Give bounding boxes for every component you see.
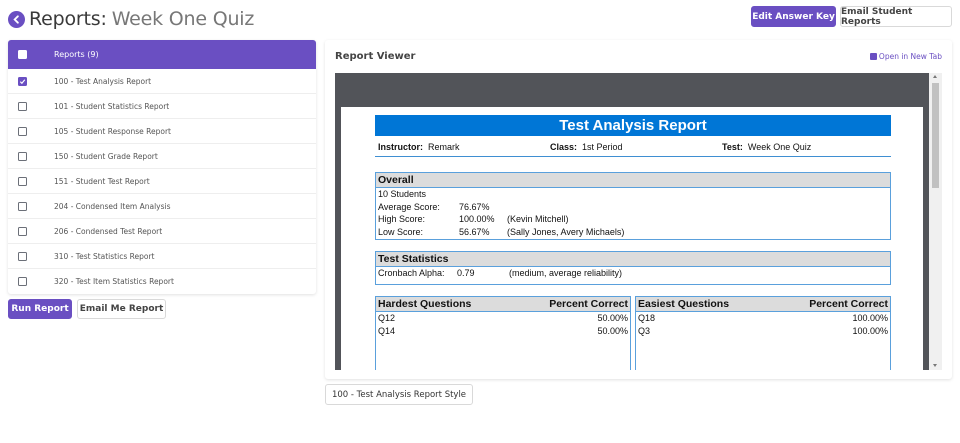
average-score-label: Average Score: [378, 201, 440, 212]
high-score-student: (Kevin Mitchell) [507, 214, 569, 224]
easiest-heading: Easiest Questions [638, 298, 730, 310]
report-list-item[interactable]: 105 - Student Response Report [8, 119, 316, 144]
test-value: Week One Quiz [747, 142, 812, 152]
test-label: Test: [722, 142, 743, 152]
checkbox[interactable] [18, 277, 27, 286]
report-style-button[interactable]: 100 - Test Analysis Report Style [325, 384, 473, 405]
report-list-item[interactable]: 100 - Test Analysis Report [8, 69, 316, 94]
open-in-new-tab-label: Open in New Tab [878, 52, 942, 61]
high-score-label: High Score: [378, 214, 426, 224]
scroll-down-icon[interactable] [933, 364, 937, 367]
report-list-item-label: 100 - Test Analysis Report [54, 76, 152, 86]
report-meta: Instructor: Remark Class: 1st Period Tes… [375, 137, 891, 157]
report-viewer-panel: Report Viewer Open in New Tab Test Analy… [325, 40, 952, 379]
report-list-header: Reports (9) [8, 40, 316, 69]
run-report-button[interactable]: Run Report [8, 299, 72, 319]
scroll-up-icon[interactable] [933, 75, 937, 78]
student-count: 10 Students [378, 189, 427, 199]
cronbach-alpha-value: 0.79 [457, 268, 475, 278]
average-score-value: 76.67% [459, 201, 490, 212]
report-list-item-label: 206 - Condensed Test Report [54, 226, 163, 236]
report-list-item-label: 320 - Test Item Statistics Report [54, 277, 174, 286]
test-statistics-section: Test Statistics Cronbach Alpha: 0.79 (me… [375, 251, 891, 285]
report-list-item[interactable]: 150 - Student Grade Report [8, 144, 316, 169]
checkbox[interactable] [18, 126, 27, 136]
cronbach-alpha-label: Cronbach Alpha: [378, 268, 445, 278]
test-statistics-heading: Test Statistics [376, 252, 890, 267]
report-list-item-label: 150 - Student Grade Report [54, 151, 158, 161]
easiest-percent-header: Percent Correct [809, 298, 888, 310]
report-list-item-label: 101 - Student Statistics Report [54, 101, 170, 111]
report-list-item[interactable]: 320 - Test Item Statistics Report [8, 269, 316, 294]
cronbach-alpha-note: (medium, average reliability) [509, 268, 623, 278]
report-list-item[interactable]: 151 - Student Test Report [8, 169, 316, 194]
high-score-value: 100.00% [459, 214, 495, 224]
report-list-count: Reports (9) [54, 50, 99, 59]
report-viewer-title: Report Viewer [335, 51, 416, 62]
overall-heading: Overall [376, 173, 890, 188]
check-icon [19, 78, 26, 84]
checkbox[interactable] [18, 151, 27, 161]
hardest-percent-header: Percent Correct [549, 298, 628, 310]
report-page: Test Analysis Report Instructor: Remark … [341, 107, 923, 370]
low-score-value: 56.67% [459, 226, 490, 237]
title-test-name: Week One Quiz [111, 8, 255, 30]
class-value: 1st Period [582, 142, 623, 152]
checkbox[interactable] [18, 101, 27, 111]
overall-section: Overall 10 Students Average Score: 76.67… [375, 172, 891, 240]
edit-answer-key-button[interactable]: Edit Answer Key [751, 6, 836, 27]
instructor-label: Instructor: [378, 142, 423, 152]
report-list-item-label: 151 - Student Test Report [54, 176, 150, 186]
report-list-item[interactable]: 206 - Condensed Test Report [8, 219, 316, 244]
hardest-heading: Hardest Questions [378, 298, 472, 310]
email-student-reports-button[interactable]: Email Student Reports [840, 6, 952, 27]
external-link-icon [869, 53, 877, 60]
email-me-report-button[interactable]: Email Me Report [77, 299, 166, 319]
select-all-checkbox[interactable] [18, 50, 27, 59]
low-score-label: Low Score: [378, 226, 424, 237]
report-list-item[interactable]: 101 - Student Statistics Report [8, 94, 316, 119]
report-list-item-label: 105 - Student Response Report [54, 126, 171, 136]
checkbox[interactable] [18, 201, 27, 211]
hardest-questions-table: Hardest Questions Percent Correct Q12 50… [375, 296, 631, 370]
table-row: Q18 100.00% [638, 313, 888, 323]
report-frame[interactable]: Test Analysis Report Instructor: Remark … [335, 73, 942, 370]
report-list: Reports (9) 100 - Test Analysis Report 10… [8, 40, 316, 294]
open-in-new-tab-link[interactable]: Open in New Tab [869, 52, 942, 61]
report-list-item[interactable]: 204 - Condensed Item Analysis [8, 194, 316, 219]
table-row: Q12 50.00% [378, 313, 628, 323]
easiest-questions-table: Easiest Questions Percent Correct Q18 10… [635, 296, 891, 370]
checkbox[interactable] [18, 251, 27, 261]
table-row: Q14 50.00% [378, 325, 628, 336]
table-row: Q3 100.00% [638, 325, 888, 336]
checkbox[interactable] [18, 226, 27, 236]
report-title: Test Analysis Report [375, 115, 891, 136]
low-score-students: (Sally Jones, Avery Michaels) [507, 226, 625, 237]
report-list-item-label: 204 - Condensed Item Analysis [54, 201, 171, 211]
report-list-item-label: 310 - Test Statistics Report [54, 251, 155, 261]
class-label: Class: [550, 142, 578, 152]
report-scrollbar[interactable] [929, 73, 942, 370]
back-arrow-icon[interactable] [8, 10, 25, 28]
instructor-value: Remark [428, 142, 460, 152]
checkbox-checked[interactable] [18, 76, 27, 86]
scrollbar-thumb[interactable] [932, 83, 939, 188]
title-prefix: Reports: [29, 8, 107, 30]
report-list-item[interactable]: 310 - Test Statistics Report [8, 244, 316, 269]
checkbox[interactable] [18, 176, 27, 186]
page-title: Reports: Week One Quiz [8, 5, 254, 33]
